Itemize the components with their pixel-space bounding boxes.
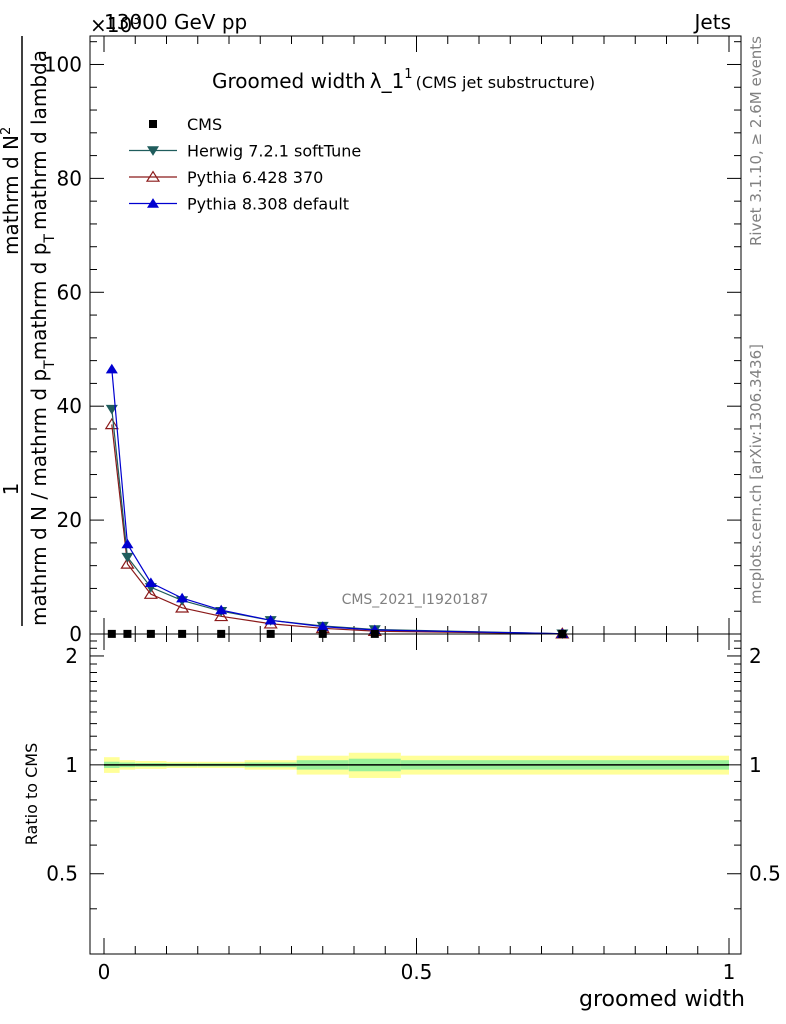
x-tick-label: 0.5 (401, 960, 433, 984)
legend-marker (149, 120, 157, 128)
x-axis-label: groomed width (579, 987, 745, 1012)
y-tick-label: 40 (57, 394, 82, 418)
mcplots-label: mcplots.cern.ch [arXiv:1306.3436] (747, 344, 765, 604)
ratio-bands (104, 752, 729, 778)
data-point-3 (121, 538, 134, 549)
data-point-1 (121, 552, 134, 563)
legend-marker (145, 170, 161, 182)
y-tick-label: 0 (69, 622, 82, 646)
main-y-axis-label: 1 mathrm d N / mathrm d pTmathrm d pTmat… (0, 36, 58, 626)
data-point-2 (120, 557, 135, 569)
ratio-y-axis-label: Ratio to CMS (22, 743, 41, 845)
data-point-3 (105, 363, 118, 374)
y-tick-label: 60 (57, 280, 82, 304)
data-point-3 (176, 592, 189, 603)
legend-label: Herwig 7.2.1 softTune (187, 142, 361, 161)
data-point-2 (104, 417, 119, 430)
legend-label: CMS (187, 115, 222, 134)
ratio-tick-label-right: 1 (749, 753, 762, 777)
data-point-3 (144, 577, 157, 587)
ratio-tick-label-left: 1 (65, 753, 78, 777)
ratio-panel-frame (89, 633, 742, 955)
energy-label: 13000 GeV pp (104, 10, 247, 34)
ylabel-numerator: mathrm d N2 (0, 127, 23, 255)
category-label: Jets (693, 10, 731, 34)
data-point-2 (143, 587, 158, 599)
data-point-2 (214, 609, 229, 622)
legend-marker (147, 146, 159, 156)
legend-label: Pythia 8.308 default (187, 195, 349, 214)
data-point-3 (215, 604, 228, 615)
data-point-3 (316, 621, 329, 631)
rivet-version-label: Rivet 3.1.10, ≥ 2.6M events (747, 36, 765, 246)
legend-marker (147, 198, 159, 208)
x-tick-label: 0 (98, 960, 111, 984)
legend-label: Pythia 6.428 370 (187, 168, 323, 187)
ratio-tick-label-right: 2 (749, 644, 762, 668)
analysis-watermark: CMS_2021_I1920187 (342, 592, 489, 608)
y-tick-label: 80 (57, 166, 82, 190)
legend: CMS Herwig 7.2.1 softTune Pythia 6.428 370… (129, 115, 361, 214)
ratio-axes: 0.5 0.5 1 1 2 2 0 0.5 1 (46, 634, 781, 984)
y-tick-label: 100 (44, 52, 82, 76)
y-tick-label: 20 (57, 508, 82, 532)
exponent-label: ×103 (90, 13, 141, 37)
ratio-tick-label-left: 0.5 (46, 862, 78, 886)
ratio-tick-label-left: 2 (65, 644, 78, 668)
data-point-2 (175, 601, 190, 613)
chart-title: Groomed width λ_11 (CMS jet substructure) (212, 67, 595, 93)
main-axes: 0 20 40 60 80 100 (44, 36, 741, 646)
data-point-3 (264, 614, 277, 625)
x-tick-label: 1 (723, 960, 736, 984)
ylabel-denominator: mathrm d N / mathrm d pTmathrm d pTmathr… (27, 50, 58, 626)
ratio-tick-label-right: 0.5 (749, 862, 781, 886)
ylabel-one: 1 (0, 483, 23, 496)
